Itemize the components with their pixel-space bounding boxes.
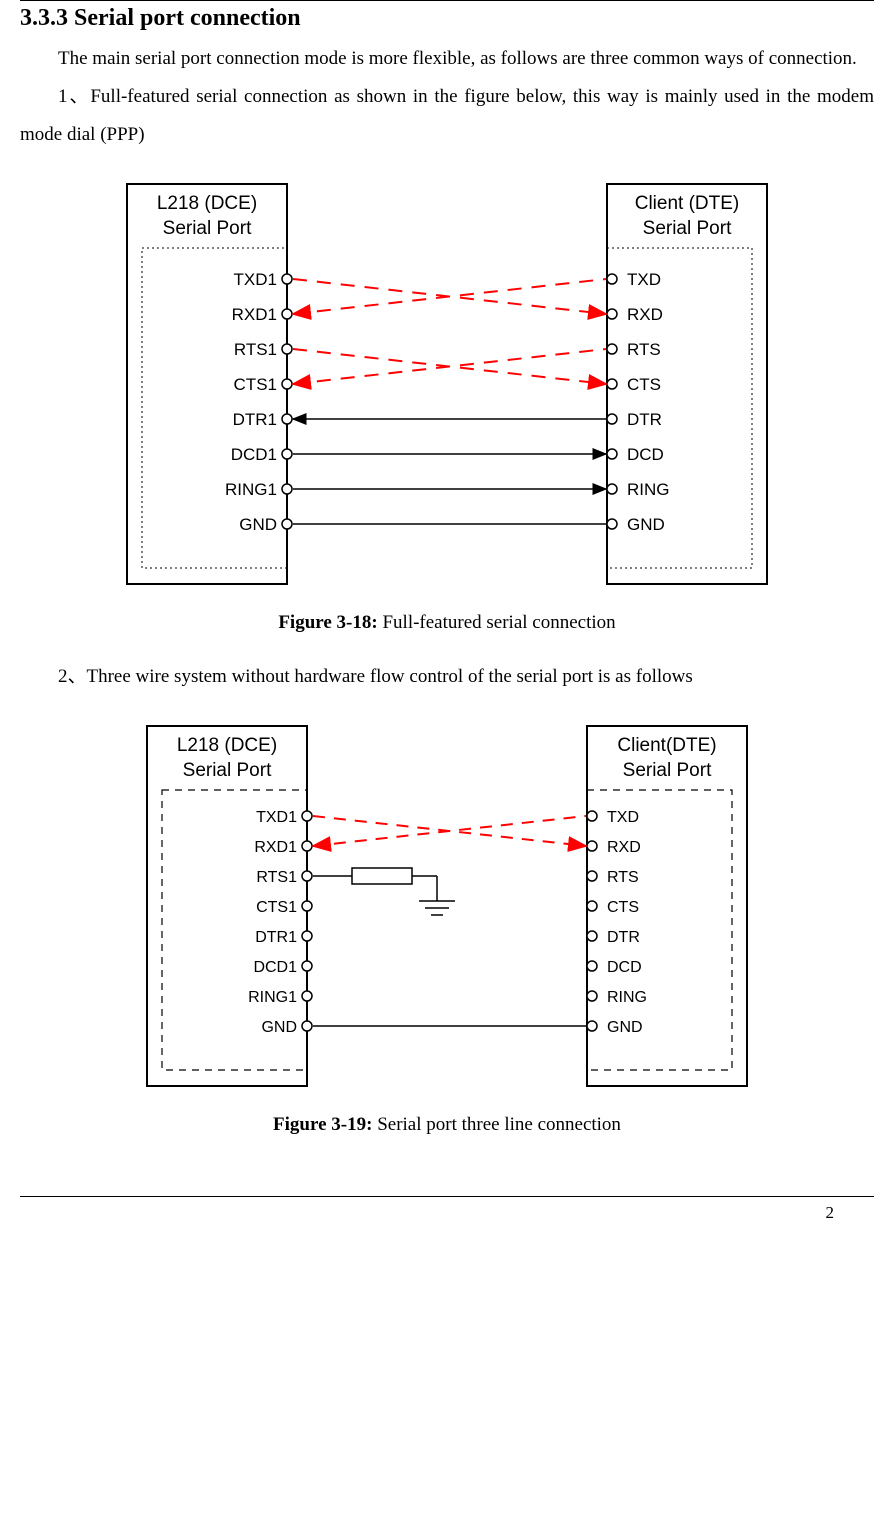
svg-text:CTS1: CTS1 [256, 899, 297, 916]
svg-text:DTR1: DTR1 [233, 410, 277, 429]
svg-text:Serial Port: Serial Port [643, 218, 732, 239]
figure-2-caption: Figure 3-19: Serial port three line conn… [20, 1114, 874, 1136]
svg-text:L218 (DCE): L218 (DCE) [177, 735, 277, 756]
figure-2-caption-text: Serial port three line connection [372, 1114, 621, 1135]
svg-text:Client (DTE): Client (DTE) [635, 193, 740, 214]
section-heading: 3.3.3 Serial port connection [20, 5, 874, 32]
svg-text:DCD1: DCD1 [253, 959, 297, 976]
svg-text:RXD: RXD [607, 839, 641, 856]
page-number: 2 [20, 1197, 874, 1243]
list-item-2: 2、Three wire system without hardware flo… [20, 658, 874, 696]
svg-text:GND: GND [627, 515, 665, 534]
figure-1-caption: Figure 3-18: Full-featured serial connec… [20, 612, 874, 634]
svg-text:RXD: RXD [627, 305, 663, 324]
svg-text:RTS: RTS [627, 340, 661, 359]
svg-text:RING: RING [607, 989, 647, 1006]
svg-text:GND: GND [261, 1019, 297, 1036]
svg-text:Serial Port: Serial Port [183, 760, 272, 781]
svg-text:RXD1: RXD1 [254, 839, 297, 856]
list-item-1: 1、Full-featured serial connection as sho… [20, 78, 874, 154]
svg-text:Serial Port: Serial Port [163, 218, 252, 239]
svg-text:TXD: TXD [607, 809, 639, 826]
svg-text:DTR: DTR [627, 410, 662, 429]
figure-1: L218 (DCE) Serial Port Client (DTE) Seri… [20, 174, 874, 594]
svg-text:Client(DTE): Client(DTE) [617, 735, 716, 756]
svg-text:CTS1: CTS1 [234, 375, 277, 394]
svg-text:TXD: TXD [627, 270, 661, 289]
intro-paragraph: The main serial port connection mode is … [20, 40, 874, 78]
svg-text:DTR: DTR [607, 929, 640, 946]
svg-text:RING1: RING1 [248, 989, 297, 1006]
svg-text:L218 (DCE): L218 (DCE) [157, 193, 257, 214]
svg-text:RXD1: RXD1 [232, 305, 277, 324]
svg-text:TXD1: TXD1 [234, 270, 277, 289]
svg-text:RTS1: RTS1 [256, 869, 297, 886]
figure-2: L218 (DCE) Serial Port Client(DTE) Seria… [20, 716, 874, 1096]
svg-text:Serial Port: Serial Port [623, 760, 712, 781]
figure-1-caption-text: Full-featured serial connection [378, 612, 616, 633]
svg-text:TXD1: TXD1 [256, 809, 297, 826]
svg-text:RING: RING [627, 480, 670, 499]
svg-text:DCD: DCD [607, 959, 642, 976]
svg-text:DTR1: DTR1 [255, 929, 297, 946]
svg-text:GND: GND [607, 1019, 643, 1036]
figure-2-caption-bold: Figure 3-19: [273, 1114, 372, 1135]
svg-text:DCD: DCD [627, 445, 664, 464]
svg-text:RING1: RING1 [225, 480, 277, 499]
svg-text:RTS: RTS [607, 869, 639, 886]
svg-text:RTS1: RTS1 [234, 340, 277, 359]
svg-text:CTS: CTS [627, 375, 661, 394]
svg-text:GND: GND [239, 515, 277, 534]
svg-text:CTS: CTS [607, 899, 639, 916]
figure-1-caption-bold: Figure 3-18: [278, 612, 377, 633]
svg-text:DCD1: DCD1 [231, 445, 277, 464]
